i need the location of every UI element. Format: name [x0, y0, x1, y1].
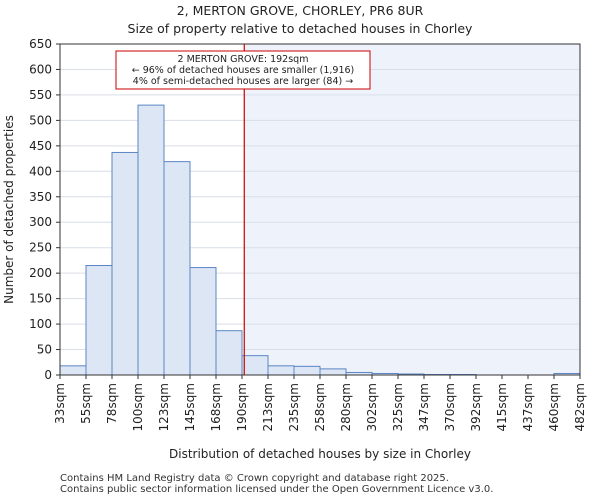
y-tick-label: 550 [29, 88, 52, 102]
chart-subtitle: Size of property relative to detached ho… [127, 21, 473, 36]
x-tick-label: 190sqm [235, 383, 249, 431]
x-tick-label: 370sqm [443, 383, 457, 431]
x-tick-label: 235sqm [287, 383, 301, 431]
histogram-bar [189, 267, 217, 376]
histogram-bar [137, 104, 165, 376]
x-tick-label: 302sqm [365, 383, 379, 431]
y-tick-label: 600 [29, 62, 52, 76]
x-tick-label: 33sqm [53, 383, 67, 424]
histogram-bar [163, 161, 191, 376]
y-tick-label: 350 [29, 190, 52, 204]
y-axis-label: Number of detached properties [2, 115, 16, 304]
histogram-bar [111, 151, 139, 376]
x-tick-label: 437sqm [521, 383, 535, 431]
histogram-bar [59, 365, 87, 376]
histogram-bar [293, 365, 321, 376]
x-tick-label: 482sqm [573, 383, 587, 431]
x-tick-label: 415sqm [495, 383, 509, 431]
y-tick-label: 650 [29, 37, 52, 51]
footer-licence: Contains public sector information licen… [60, 484, 494, 495]
highlight-region [244, 44, 580, 375]
x-axis-label: Distribution of detached houses by size … [169, 447, 471, 461]
x-tick-label: 325sqm [391, 383, 405, 431]
x-tick-label: 460sqm [547, 383, 561, 431]
histogram-bar [215, 330, 243, 376]
y-tick-label: 450 [29, 139, 52, 153]
x-tick-label: 258sqm [313, 383, 327, 431]
x-tick-label: 145sqm [183, 383, 197, 431]
y-tick-label: 500 [29, 113, 52, 127]
x-tick-label: 213sqm [261, 383, 275, 431]
y-tick-label: 250 [29, 241, 52, 255]
histogram-bar [267, 365, 295, 376]
x-tick-label: 392sqm [469, 383, 483, 431]
x-tick-label: 280sqm [339, 383, 353, 431]
x-tick-label: 100sqm [131, 383, 145, 431]
annotation-line: ← 96% of detached houses are smaller (1,… [132, 65, 355, 76]
x-tick-label: 55sqm [79, 383, 93, 424]
y-tick-label: 200 [29, 266, 52, 280]
histogram-bar [85, 265, 113, 376]
annotation-box [115, 50, 371, 90]
annotation-line: 4% of semi-detached houses are larger (8… [133, 76, 353, 87]
annotation-line: 2 MERTON GROVE: 192sqm [178, 54, 309, 65]
x-tick-label: 347sqm [417, 383, 431, 431]
y-tick-label: 150 [29, 292, 52, 306]
chart-title: 2, MERTON GROVE, CHORLEY, PR6 8UR [176, 3, 424, 18]
y-tick-label: 50 [37, 343, 52, 357]
y-tick-label: 300 [29, 215, 52, 229]
histogram-bar [241, 355, 269, 376]
y-tick-label: 100 [29, 317, 52, 331]
x-tick-label: 78sqm [105, 383, 119, 424]
x-tick-label: 123sqm [157, 383, 171, 431]
footer-copyright: Contains HM Land Registry data © Crown c… [60, 473, 449, 484]
x-tick-label: 168sqm [209, 383, 223, 431]
y-tick-label: 400 [29, 164, 52, 178]
y-tick-label: 0 [44, 368, 52, 382]
histogram-bar [319, 368, 347, 376]
